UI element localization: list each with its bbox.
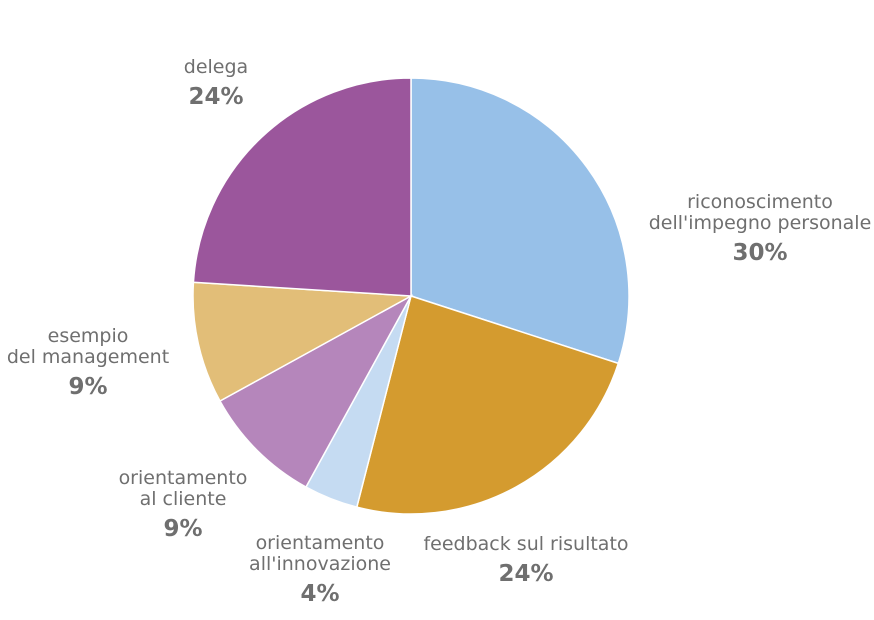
slice-name-line: dell'impegno personale [649, 212, 872, 234]
slice-name-line: feedback sul risultato [423, 533, 628, 555]
slice-value-label: 9% [163, 516, 202, 542]
slice-name-line: esempio [48, 325, 129, 347]
slice-name-line: al cliente [140, 488, 227, 510]
pie-slice-4 [192, 281, 414, 403]
pie-slice-0 [410, 77, 630, 365]
slice-value-label: 4% [300, 581, 339, 607]
slice-name-line: orientamento [119, 467, 248, 489]
slice-value-label: 9% [68, 374, 107, 400]
slice-name-line: orientamento [256, 532, 385, 554]
slice-name-line: del management [7, 346, 169, 368]
slice-value-label: 24% [188, 84, 243, 110]
pie-slice-5 [192, 77, 412, 297]
pie-slice-1 [355, 295, 620, 515]
pie-slice-3 [218, 294, 413, 489]
slice-value-label: 24% [498, 561, 553, 587]
pie-slices [192, 77, 630, 515]
slice-label-5: delega 24% [184, 56, 248, 110]
slice-name-line: riconoscimento [687, 191, 833, 213]
slice-value-label: 30% [732, 240, 787, 266]
slice-name-line: delega [184, 56, 248, 78]
slice-name-line: all'innovazione [249, 553, 391, 575]
slice-label-1: feedback sul risultato 24% [423, 533, 628, 587]
